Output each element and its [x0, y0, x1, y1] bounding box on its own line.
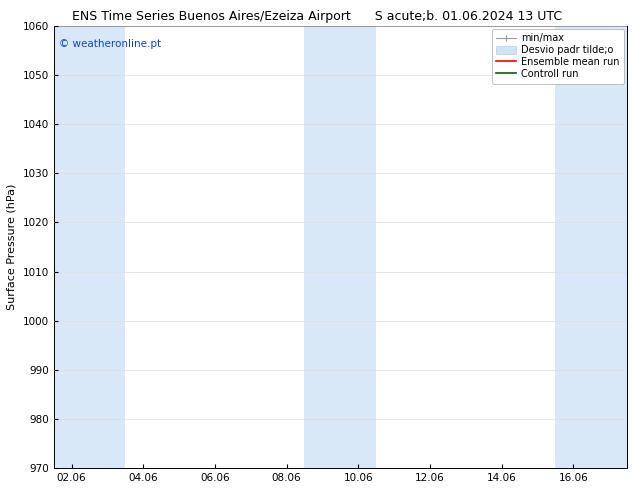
Y-axis label: Surface Pressure (hPa): Surface Pressure (hPa)	[7, 184, 17, 310]
Bar	[54, 25, 89, 468]
Bar	[592, 25, 627, 468]
Bar	[340, 25, 376, 468]
Bar	[89, 25, 126, 468]
Text: ENS Time Series Buenos Aires/Ezeiza Airport      S acute;b. 01.06.2024 13 UTC: ENS Time Series Buenos Aires/Ezeiza Airp…	[72, 10, 562, 23]
Legend: min/max, Desvio padr tilde;o, Ensemble mean run, Controll run: min/max, Desvio padr tilde;o, Ensemble m…	[491, 28, 624, 84]
Bar	[304, 25, 340, 468]
Bar	[555, 25, 592, 468]
Text: © weatheronline.pt: © weatheronline.pt	[60, 39, 162, 49]
